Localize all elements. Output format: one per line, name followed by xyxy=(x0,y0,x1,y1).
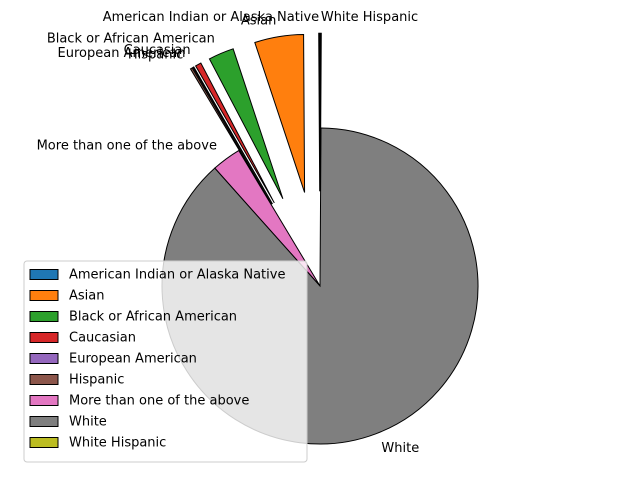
legend-label-hispanic: Hispanic xyxy=(69,373,124,388)
legend-label-asian: Asian xyxy=(69,289,104,304)
legend-label-more-than-one-of-the-above: More than one of the above xyxy=(69,394,249,409)
pie-slice-hispanic xyxy=(189,67,273,205)
legend-label-black-or-african-american: Black or African American xyxy=(69,310,237,325)
legend-swatch-more-than-one-of-the-above xyxy=(29,395,59,406)
pie-label-white-hispanic: White Hispanic xyxy=(321,10,418,25)
pie-label-american-indian-or-alaska-native: American Indian or Alaska Native xyxy=(103,10,319,25)
legend-label-american-indian-or-alaska-native: American Indian or Alaska Native xyxy=(69,268,285,283)
pie-slice-caucasian xyxy=(194,62,275,204)
pie-label-more-than-one-of-the-above: More than one of the above xyxy=(37,139,217,154)
pie-label-asian: Asian xyxy=(241,13,276,28)
legend-swatch-hispanic xyxy=(29,374,59,385)
legend: American Indian or Alaska Native Asian Bla… xyxy=(23,260,308,463)
legend-label-caucasian: Caucasian xyxy=(69,331,136,346)
legend-swatch-white xyxy=(29,416,59,427)
pie-label-european-american: European American xyxy=(58,46,186,61)
pie-label-caucasian: Caucasian xyxy=(124,43,191,58)
legend-frame xyxy=(23,260,308,463)
pie-slice-white-hispanic xyxy=(319,32,322,192)
pie-slice-european-american xyxy=(192,66,273,205)
pie-slice-black-or-african-american xyxy=(208,48,284,199)
legend-swatch-black-or-african-american xyxy=(29,311,59,322)
pie-label-white: White xyxy=(381,441,419,456)
pie-label-black-or-african-american: Black or African American xyxy=(47,31,215,46)
pie-labels: American Indian or Alaska NativeAsianBla… xyxy=(37,10,420,456)
legend-swatch-caucasian xyxy=(29,332,59,343)
legend-swatch-american-indian-or-alaska-native xyxy=(29,269,59,280)
pie-slice-asian xyxy=(254,33,306,193)
legend-label-white-hispanic: White Hispanic xyxy=(69,436,166,451)
legend-swatch-european-american xyxy=(29,353,59,364)
legend-label-european-american: European American xyxy=(69,352,197,367)
pie-slice-american-indian-or-alaska-native xyxy=(318,32,321,192)
legend-label-white: White xyxy=(69,415,107,430)
pie-label-hispanic: Hispanic xyxy=(128,47,183,62)
legend-swatch-asian xyxy=(29,290,59,301)
legend-swatch-white-hispanic xyxy=(29,437,59,448)
